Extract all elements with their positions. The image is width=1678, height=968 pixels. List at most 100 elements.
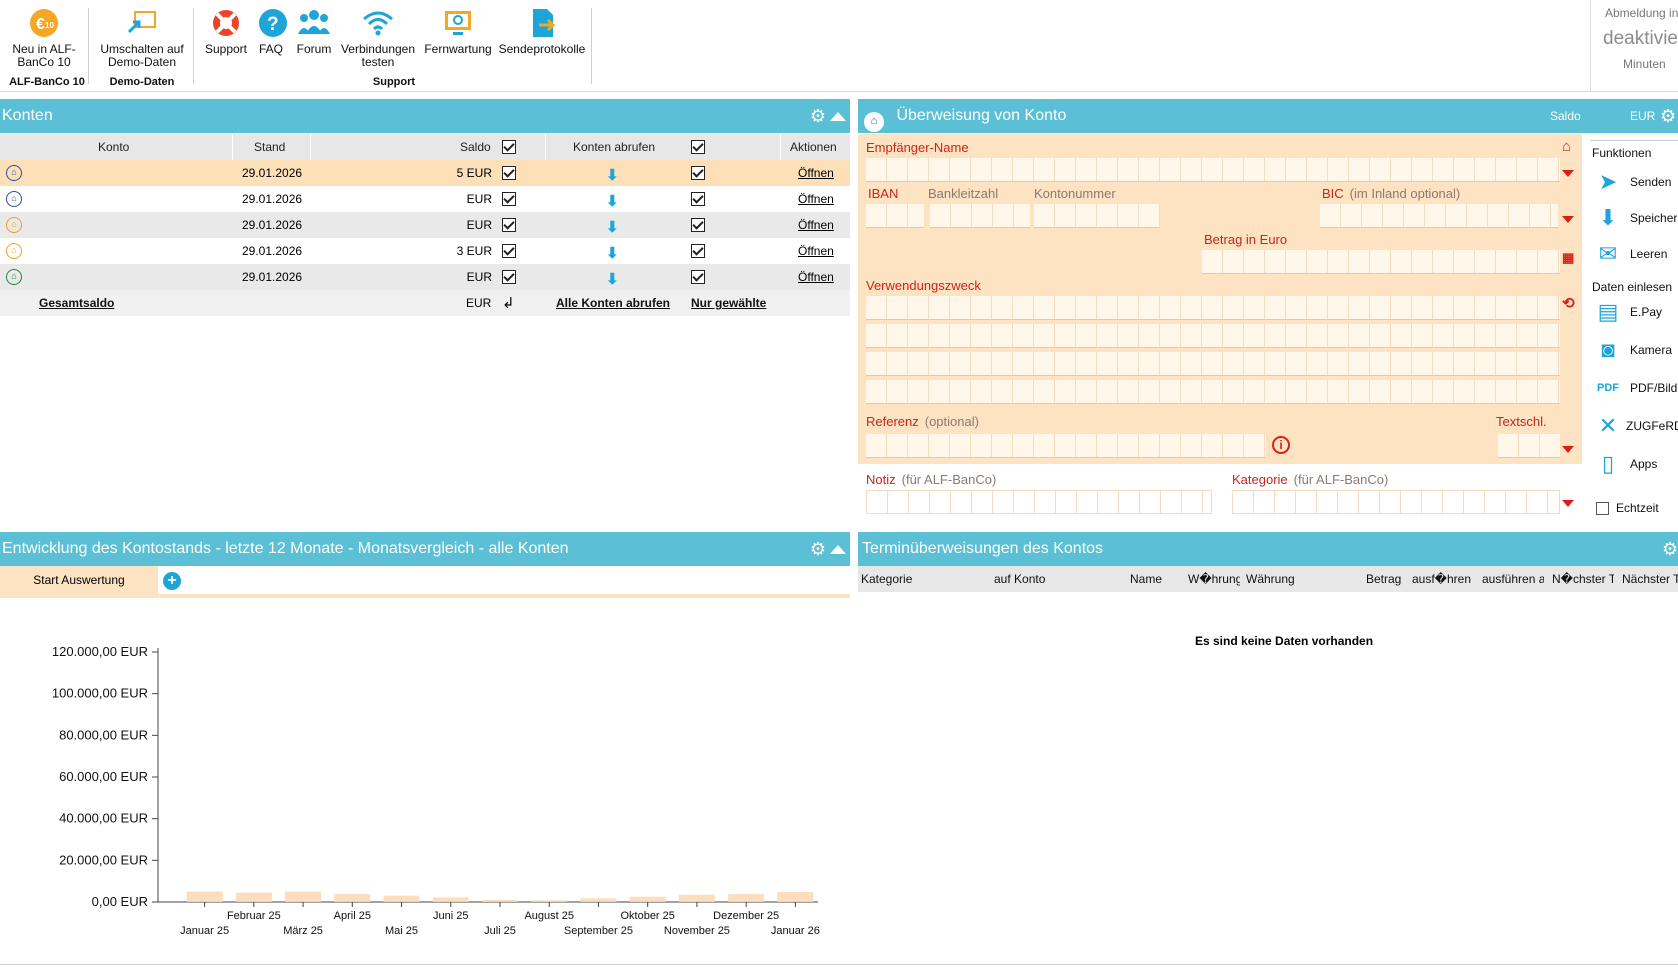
faq-button[interactable]: ? FAQ bbox=[256, 6, 287, 56]
bic-dropdown-icon[interactable] bbox=[1562, 216, 1574, 223]
oeffnen-link[interactable]: Öffnen bbox=[798, 192, 834, 206]
gear-icon[interactable]: ⚙ bbox=[1660, 106, 1677, 126]
support-button[interactable]: Support bbox=[200, 6, 252, 56]
verwendungszweck-line-4[interactable] bbox=[866, 380, 1560, 404]
collapse-icon[interactable] bbox=[830, 112, 846, 121]
kategorie-dropdown-icon[interactable] bbox=[1562, 500, 1574, 507]
col-ausfuehren[interactable]: ausführen a bbox=[1482, 572, 1544, 586]
download-arrow-icon[interactable]: ⬇ bbox=[606, 245, 619, 262]
textschl-input[interactable] bbox=[1498, 434, 1560, 458]
abrufen-checkbox[interactable] bbox=[691, 192, 705, 206]
apps-button[interactable]: ▯ Apps bbox=[1586, 448, 1678, 482]
saldo-checkbox[interactable] bbox=[502, 218, 516, 232]
refresh-icon[interactable]: ⟲ bbox=[1562, 295, 1575, 312]
textschl-dropdown-icon[interactable] bbox=[1562, 446, 1574, 453]
neu-in-alf-button[interactable]: € 10 Neu in ALF-BanCo 10 bbox=[6, 6, 82, 69]
col-name[interactable]: Name bbox=[1130, 572, 1163, 586]
saldo-checkbox[interactable] bbox=[502, 244, 516, 258]
gesamtsaldo-link[interactable]: Gesamtsaldo bbox=[39, 296, 115, 310]
alle-konten-abrufen-link[interactable]: Alle Konten abrufen bbox=[556, 296, 671, 310]
epay-button[interactable]: ▤ E.Pay bbox=[1586, 296, 1678, 330]
download-arrow-icon[interactable]: ⬇ bbox=[606, 193, 619, 210]
gesamtsaldo-value: EUR bbox=[466, 296, 492, 310]
col-betrag[interactable]: Betrag bbox=[1366, 572, 1402, 586]
oeffnen-link[interactable]: Öffnen bbox=[798, 218, 834, 232]
leeren-button[interactable]: ✉ Leeren bbox=[1586, 238, 1678, 272]
gear-icon[interactable]: ⚙ bbox=[1662, 539, 1678, 559]
table-row[interactable]: ⌂ 29.01.2026 EUR ⬇ Öffnen bbox=[0, 264, 850, 290]
table-row[interactable]: ⌂ 29.01.2026 EUR ⬇ Öffnen bbox=[0, 212, 850, 238]
empfaenger-input[interactable] bbox=[866, 158, 1560, 182]
saldo-checkbox[interactable] bbox=[502, 166, 516, 180]
abrufen-all-checkbox[interactable] bbox=[691, 140, 705, 154]
col-konto[interactable]: Konto bbox=[98, 140, 130, 154]
table-row[interactable]: ⌂ 29.01.2026 3 EUR ⬇ Öffnen bbox=[0, 238, 850, 264]
col-waehrung[interactable]: Währung bbox=[1246, 572, 1295, 586]
verwendungszweck-line-2[interactable] bbox=[866, 324, 1560, 348]
col-konten-abrufen[interactable]: Konten abrufen bbox=[573, 140, 656, 154]
fernwartung-button[interactable]: Fernwartung bbox=[422, 6, 494, 56]
notiz-input[interactable] bbox=[866, 490, 1212, 514]
abrufen-checkbox[interactable] bbox=[691, 166, 705, 180]
verbindungen-testen-button[interactable]: Verbindungen testen bbox=[340, 6, 416, 69]
iban-input[interactable] bbox=[866, 204, 924, 228]
empfaenger-dropdown-icon[interactable] bbox=[1562, 170, 1574, 177]
download-arrow-icon[interactable]: ⬇ bbox=[606, 219, 619, 236]
speichern-button[interactable]: ⬇ Speicher bbox=[1586, 202, 1678, 236]
collapse-icon[interactable] bbox=[830, 545, 846, 554]
abrufen-checkbox[interactable] bbox=[691, 270, 705, 284]
verwendungszweck-line-1[interactable] bbox=[866, 296, 1560, 320]
abrufen-checkbox[interactable] bbox=[691, 218, 705, 232]
col-naechster-raw[interactable]: N�chster T bbox=[1552, 572, 1614, 586]
add-tab-icon[interactable]: + bbox=[163, 572, 181, 590]
zugferd-button[interactable]: ✕ ZUGFeRD bbox=[1586, 410, 1678, 444]
table-row[interactable]: ⌂ 29.01.2026 EUR ⬇ Öffnen bbox=[0, 186, 850, 212]
blz-input[interactable] bbox=[930, 204, 1030, 228]
pdf-bild-button[interactable]: PDF PDF/Bild bbox=[1586, 372, 1678, 406]
auto-logout-panel[interactable]: Abmeldung in deaktiviert Minuten bbox=[1590, 0, 1678, 92]
download-arrow-icon[interactable]: ⬇ bbox=[606, 271, 619, 288]
saldo-all-checkbox[interactable] bbox=[502, 140, 516, 154]
blz-label: Bankleitzahl bbox=[928, 186, 999, 201]
col-saldo[interactable]: Saldo bbox=[460, 140, 491, 154]
oeffnen-link[interactable]: Öffnen bbox=[798, 166, 834, 180]
demo-daten-button[interactable]: Umschalten auf Demo-Daten bbox=[94, 6, 190, 69]
echtzeit-checkbox[interactable]: Echtzeit bbox=[1586, 498, 1678, 518]
info-icon[interactable]: i bbox=[1272, 436, 1290, 454]
abrufen-checkbox[interactable] bbox=[691, 244, 705, 258]
nur-gewaehlte-link[interactable]: Nur gewählte bbox=[691, 296, 767, 310]
col-ausfuehren-raw[interactable]: ausf�hren bbox=[1412, 572, 1472, 586]
ribbon-separator bbox=[591, 8, 592, 84]
checkbox-box[interactable] bbox=[1596, 502, 1609, 515]
referenz-input[interactable] bbox=[866, 434, 1266, 458]
gear-icon[interactable]: ⚙ bbox=[809, 539, 826, 559]
saldo-checkbox[interactable] bbox=[502, 192, 516, 206]
verwendungszweck-line-3[interactable] bbox=[866, 352, 1560, 376]
oeffnen-link[interactable]: Öffnen bbox=[798, 244, 834, 258]
table-row[interactable]: ⌂ 29.01.2026 5 EUR ⬇ Öffnen bbox=[0, 160, 850, 186]
col-auf-konto[interactable]: auf Konto bbox=[994, 572, 1046, 586]
saldo-checkbox[interactable] bbox=[502, 270, 516, 284]
senden-button[interactable]: ➤ Senden bbox=[1586, 166, 1678, 200]
col-kategorie[interactable]: Kategorie bbox=[861, 572, 913, 586]
konten-title: Konten bbox=[2, 107, 53, 124]
col-stand[interactable]: Stand bbox=[254, 140, 286, 154]
funktionen-sidebar: Funktionen ➤ Senden ⬇ Speicher ✉ Leeren … bbox=[1586, 134, 1678, 528]
col-aktionen[interactable]: Aktionen bbox=[790, 140, 837, 154]
kontonummer-input[interactable] bbox=[1034, 204, 1160, 228]
forum-button[interactable]: Forum bbox=[294, 6, 334, 56]
tab-start-auswertung[interactable]: Start Auswertung bbox=[0, 566, 158, 594]
oeffnen-link[interactable]: Öffnen bbox=[798, 270, 834, 284]
kamera-button[interactable]: ◙ Kamera bbox=[1586, 334, 1678, 368]
download-arrow-icon[interactable]: ⬇ bbox=[606, 167, 619, 184]
home-icon[interactable]: ⌂ bbox=[1562, 138, 1572, 155]
betrag-input[interactable] bbox=[1202, 250, 1560, 274]
calculator-icon[interactable]: ▦ bbox=[1562, 250, 1575, 265]
col-waehrung-raw[interactable]: W�hrung bbox=[1188, 572, 1240, 586]
col-naechster[interactable]: Nächster T bbox=[1622, 572, 1678, 586]
sendeprotokolle-button[interactable]: Sendeprotokolle bbox=[496, 6, 588, 56]
bic-input[interactable] bbox=[1320, 204, 1558, 228]
gear-icon[interactable]: ⚙ bbox=[809, 106, 826, 126]
kategorie-input[interactable] bbox=[1232, 490, 1560, 514]
x-tick-label: April 25 bbox=[334, 910, 371, 922]
